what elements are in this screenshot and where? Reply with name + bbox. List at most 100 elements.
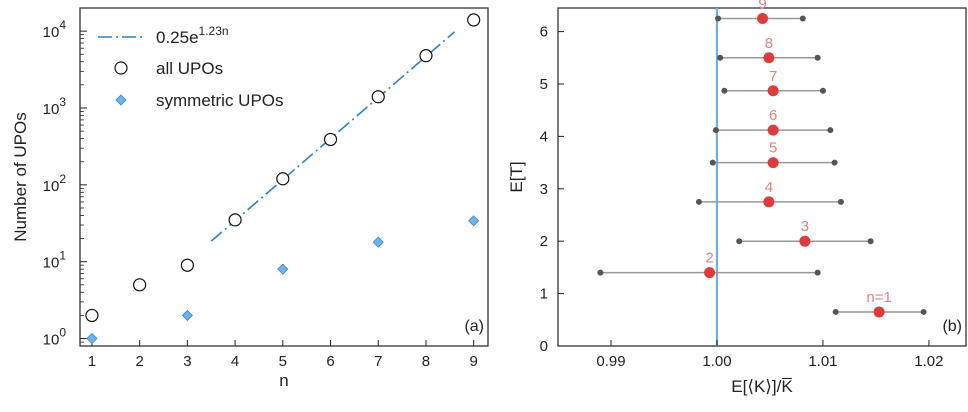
- panel-b: 0.99 1.00 1.01 1.02 0 1 2 3 4 5 6 E[⟨K⟩]/K̅ E[T] n=1 2…: [507, 0, 967, 396]
- y-tick-label: 2: [540, 233, 548, 250]
- error-bar-low-end: [597, 269, 604, 276]
- data-point: [767, 85, 779, 97]
- error-bar-high-end: [867, 238, 874, 245]
- y-tick-label: 5: [540, 76, 548, 93]
- y-axis-label: E[T]: [507, 161, 526, 192]
- data-point: [767, 124, 779, 136]
- data-point: [704, 267, 716, 279]
- x-tick-label: 1.01: [808, 353, 837, 370]
- data-point-group: 6: [712, 107, 834, 136]
- y-tick-base: 10: [43, 24, 60, 41]
- x-axis-label: n: [279, 371, 288, 390]
- x-tick-label: 0.99: [596, 353, 625, 370]
- data-point-label: 3: [801, 218, 809, 235]
- y-axis-label: Number of UPOs: [11, 112, 30, 241]
- x-tick-label: 1.00: [702, 353, 731, 370]
- data-point-group: n=1: [832, 289, 927, 318]
- all-upos-point: [276, 172, 290, 186]
- symmetric-upos-point: [468, 215, 480, 227]
- y-tick-label: 103: [43, 95, 67, 118]
- data-point-label: 2: [705, 250, 713, 267]
- error-bar-low-end: [715, 15, 722, 22]
- plot-frame-a: [79, 7, 489, 347]
- y-tick-label: 100: [43, 326, 67, 349]
- x-tick-label: 3: [183, 353, 191, 370]
- y-tick-label: 0: [540, 338, 548, 355]
- symmetric-upos-point: [86, 332, 98, 345]
- legend-fit-exponent: 1.23n: [199, 24, 229, 38]
- error-bar-low-end: [709, 159, 716, 166]
- data-point-label: n=1: [866, 289, 891, 306]
- error-bar-high-end: [831, 159, 838, 166]
- data-point-label: 4: [765, 179, 773, 196]
- legend-symmetric-swatch: [115, 94, 127, 106]
- data-point-label: 5: [769, 140, 777, 157]
- data-point: [767, 157, 779, 169]
- data-point: [763, 196, 775, 208]
- x-tick-label: 4: [231, 353, 239, 370]
- all-upos-point: [133, 278, 147, 292]
- x-tick-label: 7: [374, 353, 382, 370]
- data-point-label: 7: [769, 68, 777, 85]
- error-bar-high-end: [920, 308, 927, 315]
- data-point-group: 2: [597, 250, 821, 279]
- x-tick-label: 8: [422, 353, 430, 370]
- data-point: [763, 52, 775, 64]
- y-tick-label: 3: [540, 181, 548, 198]
- y-tick-base: 10: [43, 178, 60, 195]
- legend-all-swatch: [114, 61, 128, 75]
- y-tick-exponent: 2: [59, 172, 66, 186]
- data-point-label: 6: [769, 107, 777, 124]
- error-bar-high-end: [819, 87, 826, 94]
- error-bar-high-end: [814, 54, 821, 61]
- x-tick-label: 6: [326, 353, 334, 370]
- x-tick-label: 1: [88, 353, 96, 370]
- all-upos-point: [371, 90, 385, 104]
- data-point: [873, 306, 885, 318]
- plot-frame-b: [557, 7, 967, 347]
- legend-all-label: all UPOs: [156, 59, 223, 78]
- y-tick-exponent: 1: [59, 249, 66, 263]
- data-point-group: 5: [709, 140, 838, 169]
- data-point-group: 7: [721, 68, 826, 97]
- y-tick-exponent: 4: [59, 18, 66, 32]
- data-point-group: 3: [736, 218, 874, 247]
- y-tick-label: 101: [43, 249, 67, 272]
- y-tick-exponent: 0: [59, 326, 66, 340]
- error-bar-high-end: [814, 269, 821, 276]
- all-upos-point: [467, 13, 481, 27]
- all-upos-point: [228, 213, 242, 227]
- data-point-group: 4: [695, 179, 844, 208]
- x-tick-label: 5: [279, 353, 287, 370]
- data-point-group: 9: [715, 0, 806, 24]
- y-tick-label: 4: [540, 128, 548, 145]
- error-bar-high-end: [837, 198, 844, 205]
- all-upos-point: [85, 308, 99, 323]
- y-tick-label: 104: [43, 18, 67, 41]
- x-axis-label: E[⟨K⟩]/K̅: [731, 377, 793, 396]
- legend-symmetric-label: symmetric UPOs: [156, 91, 284, 110]
- data-point-label: 8: [765, 35, 773, 52]
- error-bar-low-end: [736, 238, 743, 245]
- y-tick-exponent: 3: [59, 95, 66, 109]
- all-upos-point: [419, 49, 433, 63]
- symmetric-upos-point: [181, 309, 193, 321]
- error-bar-low-end: [712, 127, 719, 134]
- error-bar-high-end: [827, 127, 834, 134]
- data-point-group: 8: [717, 35, 821, 64]
- y-tick-label: 102: [43, 172, 67, 195]
- error-bar-low-end: [721, 87, 728, 94]
- legend-fit-label: 0.25e1.23n: [156, 24, 229, 47]
- symmetric-upos-point: [277, 263, 289, 275]
- x-tick-label: 1.02: [914, 353, 943, 370]
- x-tick-label: 2: [135, 353, 143, 370]
- legend: 0.25e1.23n all UPOs symmetric UPOs: [98, 24, 284, 110]
- y-tick-base: 10: [43, 332, 60, 349]
- error-bar-high-end: [799, 15, 806, 22]
- data-point: [757, 12, 769, 24]
- y-tick-base: 10: [43, 101, 60, 118]
- symmetric-upos-point: [372, 236, 384, 248]
- error-bar-low-end: [717, 54, 724, 61]
